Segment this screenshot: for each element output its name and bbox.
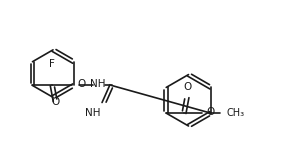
Text: O: O [207,107,215,117]
Text: O: O [77,80,85,90]
Text: NH: NH [90,80,105,90]
Text: CH₃: CH₃ [227,108,245,118]
Text: O: O [184,82,192,92]
Text: NH: NH [85,108,101,118]
Text: O: O [51,97,59,107]
Text: F: F [49,59,55,69]
